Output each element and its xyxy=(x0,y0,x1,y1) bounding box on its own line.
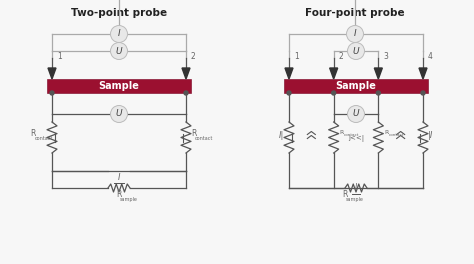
Text: contact: contact xyxy=(195,135,213,140)
Text: U: U xyxy=(353,110,359,119)
Polygon shape xyxy=(419,68,427,79)
Text: I: I xyxy=(354,30,356,39)
Text: 1: 1 xyxy=(294,52,299,61)
Text: 4: 4 xyxy=(428,52,433,61)
Circle shape xyxy=(347,106,365,122)
Text: I|: I| xyxy=(279,130,284,139)
Text: contact: contact xyxy=(388,134,404,138)
Text: I: I xyxy=(355,183,357,192)
Text: U: U xyxy=(116,46,122,55)
Circle shape xyxy=(110,43,128,59)
Text: R: R xyxy=(116,190,121,199)
Polygon shape xyxy=(182,68,190,79)
Text: contact: contact xyxy=(344,134,359,138)
Text: U: U xyxy=(353,46,359,55)
Text: I: I xyxy=(118,30,120,39)
Text: I: I xyxy=(118,173,120,182)
Circle shape xyxy=(332,91,336,95)
Text: |I: |I xyxy=(428,130,433,139)
Text: contact: contact xyxy=(35,135,54,140)
Circle shape xyxy=(346,26,364,43)
Polygon shape xyxy=(374,68,383,79)
Polygon shape xyxy=(329,68,337,79)
Text: sample: sample xyxy=(120,197,138,202)
Circle shape xyxy=(110,26,128,43)
Circle shape xyxy=(287,91,291,95)
Text: Sample: Sample xyxy=(99,81,139,91)
Circle shape xyxy=(110,106,128,122)
Text: sample: sample xyxy=(346,197,364,202)
Text: 2: 2 xyxy=(191,52,196,61)
Text: j<<|: j<<| xyxy=(348,134,364,142)
Text: R: R xyxy=(30,129,36,138)
Text: Sample: Sample xyxy=(336,81,376,91)
Circle shape xyxy=(50,91,54,95)
Text: Four-point probe: Four-point probe xyxy=(305,8,405,18)
Text: R: R xyxy=(340,130,344,134)
Text: R: R xyxy=(384,130,389,134)
Text: 1: 1 xyxy=(57,52,62,61)
Text: R: R xyxy=(191,129,196,138)
Bar xyxy=(284,79,428,93)
Circle shape xyxy=(347,43,365,59)
Text: 2: 2 xyxy=(338,52,344,61)
Polygon shape xyxy=(285,68,293,79)
Text: Two-point probe: Two-point probe xyxy=(71,8,167,18)
Circle shape xyxy=(184,91,188,95)
Polygon shape xyxy=(48,68,56,79)
Text: R: R xyxy=(342,190,347,199)
Circle shape xyxy=(421,91,425,95)
Text: U: U xyxy=(116,110,122,119)
Circle shape xyxy=(376,91,380,95)
Text: 3: 3 xyxy=(383,52,388,61)
Bar xyxy=(47,79,191,93)
